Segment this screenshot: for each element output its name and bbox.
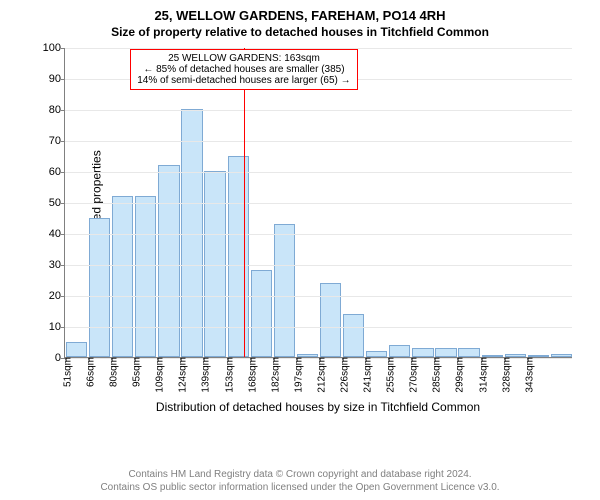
xtick-label: 153sqm: [220, 357, 235, 393]
histogram-bar: [435, 348, 456, 357]
xtick-label: 51sqm: [58, 357, 73, 387]
xtick-label: 314sqm: [474, 357, 489, 393]
xtick-label: 343sqm: [520, 357, 535, 393]
xtick-label: 80sqm: [105, 357, 120, 387]
histogram-bar: [158, 165, 179, 357]
histogram-bar: [458, 348, 479, 357]
histogram-bar: [112, 196, 133, 357]
ytick-label: 70: [49, 135, 65, 147]
gridline: [65, 327, 572, 328]
annotation-line: ← 85% of detached houses are smaller (38…: [137, 64, 350, 75]
ytick-label: 60: [49, 166, 65, 178]
ytick-label: 50: [49, 197, 65, 209]
xtick-label: 124sqm: [174, 357, 189, 393]
xtick-label: 299sqm: [451, 357, 466, 393]
xtick-label: 95sqm: [128, 357, 143, 387]
xtick-label: 109sqm: [151, 357, 166, 393]
gridline: [65, 265, 572, 266]
xtick-label: 182sqm: [266, 357, 281, 393]
xtick-label: 270sqm: [405, 357, 420, 393]
histogram-bar: [89, 218, 110, 358]
title-line-1: 25, WELLOW GARDENS, FAREHAM, PO14 4RH: [0, 8, 600, 23]
histogram-bar: [204, 171, 225, 357]
ytick-label: 90: [49, 73, 65, 85]
chart-area: Number of detached properties 0102030405…: [18, 48, 582, 418]
histogram-bar: [251, 270, 272, 357]
xtick-label: 139sqm: [197, 357, 212, 393]
xtick-label: 197sqm: [289, 357, 304, 393]
ytick-label: 80: [49, 104, 65, 116]
xtick-label: 212sqm: [312, 357, 327, 393]
xtick-label: 66sqm: [82, 357, 97, 387]
xtick-label: 226sqm: [336, 357, 351, 393]
histogram-bar: [389, 345, 410, 357]
xtick-label: 285sqm: [428, 357, 443, 393]
gridline: [65, 203, 572, 204]
x-axis-label: Distribution of detached houses by size …: [64, 400, 572, 414]
xtick-label: 255sqm: [382, 357, 397, 393]
gridline: [65, 234, 572, 235]
ytick-label: 100: [43, 42, 65, 54]
gridline: [65, 172, 572, 173]
xtick-label: 168sqm: [243, 357, 258, 393]
footer-line-2: Contains OS public sector information li…: [0, 481, 600, 494]
ytick-label: 20: [49, 290, 65, 302]
xtick-label: 328sqm: [497, 357, 512, 393]
histogram-bar: [320, 283, 341, 357]
annotation-box: 25 WELLOW GARDENS: 163sqm← 85% of detach…: [130, 49, 357, 90]
histogram-bar: [135, 196, 156, 357]
gridline: [65, 141, 572, 142]
gridline: [65, 110, 572, 111]
plot-region: 010203040506070809010051sqm66sqm80sqm95s…: [64, 48, 572, 358]
ytick-label: 10: [49, 321, 65, 333]
footer-line-1: Contains HM Land Registry data © Crown c…: [0, 468, 600, 481]
histogram-bar: [181, 109, 202, 357]
histogram-bar: [66, 342, 87, 358]
attribution-footer: Contains HM Land Registry data © Crown c…: [0, 468, 600, 494]
histogram-bar: [274, 224, 295, 357]
histogram-bar: [412, 348, 433, 357]
marker-line: [244, 48, 245, 357]
annotation-line: 14% of semi-detached houses are larger (…: [137, 75, 350, 86]
annotation-line: 25 WELLOW GARDENS: 163sqm: [137, 53, 350, 64]
histogram-bar: [551, 354, 572, 357]
xtick-label: 241sqm: [359, 357, 374, 393]
histogram-bar: [343, 314, 364, 357]
title-line-2: Size of property relative to detached ho…: [0, 25, 600, 39]
ytick-label: 30: [49, 259, 65, 271]
ytick-label: 40: [49, 228, 65, 240]
chart-title: 25, WELLOW GARDENS, FAREHAM, PO14 4RH Si…: [0, 0, 600, 39]
gridline: [65, 296, 572, 297]
